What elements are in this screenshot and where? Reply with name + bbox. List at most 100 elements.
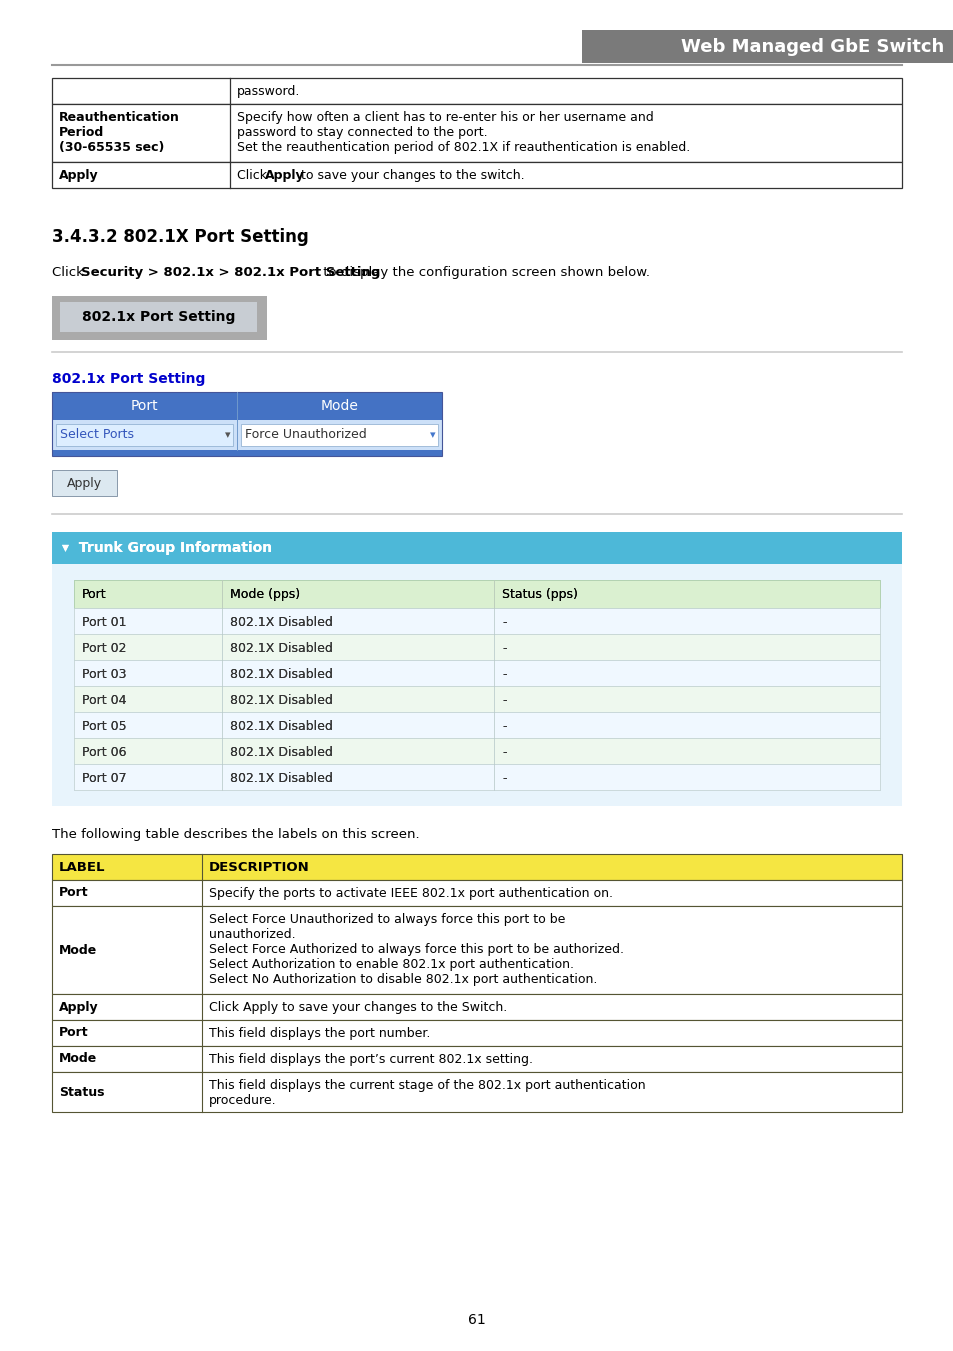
Text: Status: Status: [59, 1085, 105, 1098]
Bar: [52, 994, 901, 1020]
Text: ▾  Trunk Group Information: ▾ Trunk Group Information: [62, 540, 272, 555]
Text: 3.4.3.2 802.1X Port Setting: 3.4.3.2 802.1X Port Setting: [52, 228, 309, 246]
Text: 802.1X Disabled: 802.1X Disabled: [230, 694, 333, 707]
Bar: [52, 78, 901, 104]
Text: Apply: Apply: [67, 477, 102, 489]
Text: Web Managed GbE Switch: Web Managed GbE Switch: [680, 38, 943, 57]
Text: password.: password.: [236, 85, 300, 99]
Bar: [52, 392, 441, 420]
Text: Reauthentication
Period
(30-65535 sec): Reauthentication Period (30-65535 sec): [59, 111, 180, 154]
Bar: [52, 392, 441, 457]
Text: 802.1X Disabled: 802.1X Disabled: [230, 720, 333, 734]
Text: -: -: [501, 694, 506, 707]
Text: Mode: Mode: [59, 1052, 97, 1066]
Text: Mode: Mode: [320, 399, 358, 413]
Text: 802.1X Disabled: 802.1X Disabled: [230, 746, 333, 759]
Text: Port 06: Port 06: [82, 746, 127, 759]
Text: Status (pps): Status (pps): [501, 588, 578, 601]
Text: LABEL: LABEL: [59, 861, 106, 874]
Text: Click: Click: [236, 169, 271, 182]
Text: Port 03: Port 03: [82, 667, 127, 681]
Text: The following table describes the labels on this screen.: The following table describes the labels…: [52, 828, 419, 842]
Text: 802.1X Disabled: 802.1X Disabled: [230, 642, 333, 655]
Text: Port 05: Port 05: [82, 720, 127, 734]
Text: Port 03: Port 03: [82, 667, 127, 681]
Text: 802.1x Port Setting: 802.1x Port Setting: [52, 372, 205, 386]
Text: 802.1X Disabled: 802.1X Disabled: [230, 720, 333, 734]
Bar: [74, 712, 879, 738]
Text: This field displays the port’s current 802.1x setting.: This field displays the port’s current 8…: [209, 1052, 533, 1066]
Text: -: -: [501, 616, 506, 630]
Bar: [60, 303, 256, 332]
Text: Port 05: Port 05: [82, 720, 127, 734]
Text: -: -: [501, 667, 506, 681]
Text: Mode: Mode: [59, 943, 97, 957]
Text: 802.1X Disabled: 802.1X Disabled: [230, 771, 333, 785]
Text: Security > 802.1x > 802.1x Port Setting: Security > 802.1x > 802.1x Port Setting: [81, 266, 380, 280]
Bar: [74, 686, 879, 712]
Text: 802.1X Disabled: 802.1X Disabled: [230, 667, 333, 681]
Bar: [52, 532, 901, 563]
Bar: [52, 854, 901, 880]
Text: -: -: [501, 642, 506, 655]
Text: to save your changes to the switch.: to save your changes to the switch.: [296, 169, 524, 182]
Text: Port 04: Port 04: [82, 694, 127, 707]
Bar: [52, 420, 441, 450]
Text: ▾: ▾: [225, 430, 231, 440]
Bar: [52, 532, 901, 563]
Text: Mode (pps): Mode (pps): [230, 588, 300, 601]
Text: -: -: [501, 642, 506, 655]
Bar: [52, 880, 901, 907]
Text: 61: 61: [468, 1313, 485, 1327]
Text: 802.1X Disabled: 802.1X Disabled: [230, 667, 333, 681]
Bar: [52, 162, 901, 188]
Bar: [74, 738, 879, 765]
Bar: [74, 765, 879, 790]
Bar: [74, 765, 879, 790]
Text: This field displays the current stage of the 802.1x port authentication
procedur: This field displays the current stage of…: [209, 1079, 645, 1106]
Text: -: -: [501, 720, 506, 734]
Text: to display the configuration screen shown below.: to display the configuration screen show…: [318, 266, 649, 280]
Bar: [52, 104, 901, 162]
Text: Status (pps): Status (pps): [501, 588, 578, 601]
Bar: [52, 470, 117, 496]
Text: Port 04: Port 04: [82, 694, 127, 707]
Text: 802.1X Disabled: 802.1X Disabled: [230, 642, 333, 655]
Text: Port 01: Port 01: [82, 616, 127, 630]
Text: Specify how often a client has to re-enter his or her username and
password to s: Specify how often a client has to re-ent…: [236, 111, 690, 154]
Text: Click: Click: [52, 266, 88, 280]
Bar: [74, 580, 879, 608]
Text: Port 07: Port 07: [82, 771, 127, 785]
Text: ▾  Trunk Group Information: ▾ Trunk Group Information: [62, 540, 272, 555]
Bar: [241, 424, 437, 446]
Bar: [74, 608, 879, 634]
Bar: [74, 686, 879, 712]
Text: This field displays the port number.: This field displays the port number.: [209, 1027, 430, 1040]
Bar: [74, 661, 879, 686]
Bar: [74, 634, 879, 661]
Text: Port: Port: [59, 1027, 89, 1039]
Text: Port 02: Port 02: [82, 642, 127, 655]
Text: Port 06: Port 06: [82, 746, 127, 759]
Text: -: -: [501, 771, 506, 785]
Bar: [52, 532, 901, 807]
Bar: [74, 580, 879, 608]
Bar: [74, 712, 879, 738]
Text: 802.1X Disabled: 802.1X Disabled: [230, 616, 333, 630]
Text: Mode (pps): Mode (pps): [230, 588, 300, 601]
Text: Apply: Apply: [265, 169, 304, 182]
Text: Port: Port: [82, 588, 107, 601]
Text: Port: Port: [59, 886, 89, 900]
Text: -: -: [501, 720, 506, 734]
Bar: [52, 296, 267, 340]
Text: -: -: [501, 616, 506, 630]
Text: -: -: [501, 746, 506, 759]
Bar: [74, 661, 879, 686]
Text: -: -: [501, 771, 506, 785]
Text: -: -: [501, 667, 506, 681]
Text: 802.1x Port Setting: 802.1x Port Setting: [82, 309, 235, 324]
Bar: [74, 608, 879, 634]
Text: Apply: Apply: [59, 169, 98, 182]
Text: Click Apply to save your changes to the Switch.: Click Apply to save your changes to the …: [209, 1001, 507, 1015]
Text: Force Unauthorized: Force Unauthorized: [245, 428, 366, 442]
